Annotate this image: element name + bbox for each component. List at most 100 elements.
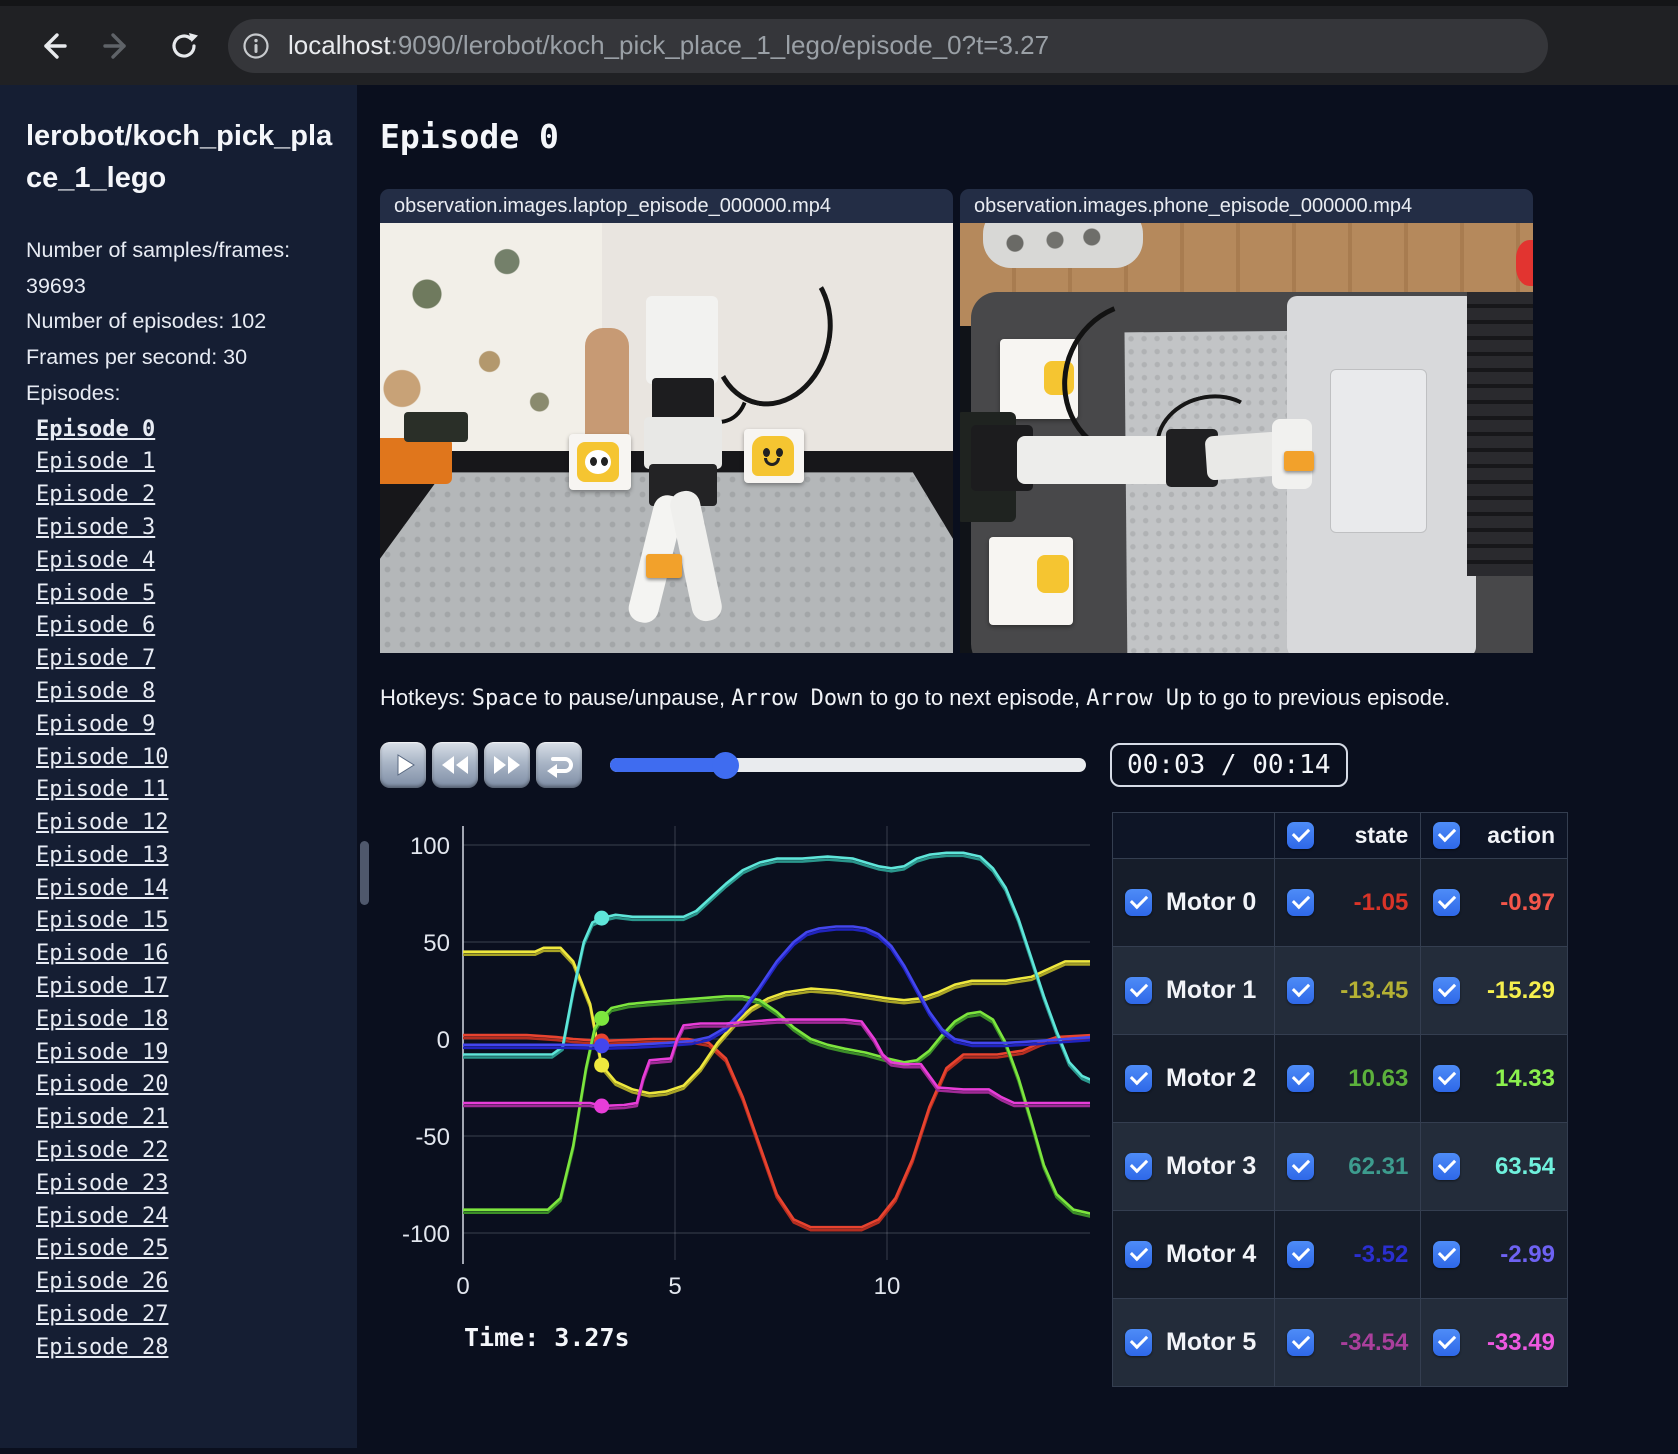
red-object	[1515, 240, 1533, 287]
video-label-laptop: observation.images.laptop_episode_000000…	[380, 189, 953, 223]
url-text[interactable]: localhost:9090/lerobot/koch_pick_place_1…	[288, 30, 1049, 61]
play-button[interactable]	[380, 742, 426, 788]
slider-thumb[interactable]	[712, 752, 740, 779]
motor-checkbox[interactable]	[1125, 1153, 1152, 1180]
episode-link-episode-21[interactable]: Episode 21	[36, 1105, 169, 1131]
action-value: 14.33	[1494, 1064, 1555, 1092]
episode-link-episode-4[interactable]: Episode 4	[36, 547, 156, 573]
episode-link-episode-16[interactable]: Episode 16	[36, 941, 169, 967]
scrollbar-thumb[interactable]	[360, 841, 369, 905]
state-checkbox[interactable]	[1286, 1241, 1314, 1268]
action-checkbox[interactable]	[1433, 1241, 1461, 1268]
episode-link-episode-27[interactable]: Episode 27	[36, 1302, 169, 1328]
hotkey-text: to go to next episode,	[863, 685, 1087, 710]
action-checkbox[interactable]	[1433, 1153, 1461, 1180]
series-state-motor-2	[463, 998, 1090, 1218]
forward-icon[interactable]	[96, 24, 140, 68]
motor-row-1: Motor 1 -13.45 -15.29	[1112, 946, 1568, 1035]
action-checkbox[interactable]	[1433, 1329, 1461, 1356]
time-display: 00:03 / 00:14	[1110, 743, 1348, 787]
episode-link-episode-11[interactable]: Episode 11	[36, 777, 169, 803]
electronics-board	[404, 412, 468, 443]
episode-link-episode-1[interactable]: Episode 1	[36, 449, 156, 475]
episode-link-episode-26[interactable]: Episode 26	[36, 1269, 169, 1295]
video-player-phone[interactable]	[960, 223, 1533, 653]
episode-link-episode-9[interactable]: Episode 9	[36, 711, 156, 737]
episode-link-episode-14[interactable]: Episode 14	[36, 875, 169, 901]
motor-checkbox[interactable]	[1125, 1329, 1152, 1356]
episode-link-episode-24[interactable]: Episode 24	[36, 1203, 169, 1229]
emoji-box-bottom	[988, 536, 1073, 625]
episode-link-episode-13[interactable]: Episode 13	[36, 842, 169, 868]
url-bar[interactable]: localhost:9090/lerobot/koch_pick_place_1…	[228, 18, 1548, 73]
series-action-motor-5	[463, 1018, 1090, 1108]
episode-link-episode-23[interactable]: Episode 23	[36, 1170, 169, 1196]
episode-link-episode-18[interactable]: Episode 18	[36, 1006, 169, 1032]
action-checkbox[interactable]	[1433, 1065, 1461, 1092]
state-checkbox[interactable]	[1286, 889, 1314, 916]
table-header-row: state action	[1112, 812, 1568, 859]
action-column-checkbox[interactable]	[1433, 822, 1461, 849]
fast-forward-button[interactable]	[484, 742, 530, 788]
episode-link-episode-28[interactable]: Episode 28	[36, 1334, 169, 1360]
state-checkbox[interactable]	[1286, 1329, 1314, 1356]
x-tick-label: 0	[456, 1273, 469, 1300]
motor-checkbox[interactable]	[1125, 1241, 1152, 1268]
video-player-laptop[interactable]	[380, 223, 953, 653]
rewind-button[interactable]	[432, 742, 478, 788]
x-tick-label: 5	[668, 1273, 681, 1300]
fps-info: Frames per second: 30	[26, 345, 248, 370]
browser-toolbar: localhost:9090/lerobot/koch_pick_place_1…	[0, 0, 1678, 85]
episode-link-episode-10[interactable]: Episode 10	[36, 744, 169, 770]
state-checkbox[interactable]	[1286, 1153, 1314, 1180]
state-value: -13.45	[1340, 976, 1409, 1004]
state-checkbox[interactable]	[1286, 1065, 1314, 1092]
orange-lego-brick	[1283, 450, 1314, 471]
video-label-phone: observation.images.phone_episode_000000.…	[960, 189, 1533, 223]
back-icon[interactable]	[30, 24, 74, 68]
episode-link-episode-12[interactable]: Episode 12	[36, 810, 169, 836]
state-column-checkbox[interactable]	[1286, 822, 1314, 849]
motor-checkbox[interactable]	[1125, 977, 1152, 1004]
hotkey-key: Space	[471, 686, 538, 711]
time-readout: Time: 3.27s	[464, 1323, 630, 1352]
episode-link-episode-25[interactable]: Episode 25	[36, 1236, 169, 1262]
action-checkbox[interactable]	[1433, 977, 1461, 1004]
smiley-sticker	[751, 436, 794, 477]
current-time-dot-motor-1	[594, 1057, 610, 1073]
state-checkbox[interactable]	[1286, 977, 1314, 1004]
smiley-eye	[762, 448, 770, 458]
episode-link-episode-22[interactable]: Episode 22	[36, 1138, 169, 1164]
episode-link-episode-8[interactable]: Episode 8	[36, 678, 156, 704]
episode-link-episode-6[interactable]: Episode 6	[36, 613, 156, 639]
current-time-dot-motor-4	[594, 1038, 610, 1054]
robot-arm-base	[646, 296, 719, 385]
motor-checkbox[interactable]	[1125, 889, 1152, 916]
motor-checkbox[interactable]	[1125, 1065, 1152, 1092]
episode-link-episode-3[interactable]: Episode 3	[36, 514, 156, 540]
slider-fill	[610, 758, 726, 772]
hotkey-text: to go to previous episode.	[1192, 685, 1451, 710]
episode-link-episode-5[interactable]: Episode 5	[36, 580, 156, 606]
robot-motor	[652, 377, 715, 424]
reload-icon[interactable]	[162, 24, 206, 68]
seek-slider[interactable]	[610, 752, 1086, 779]
orange-device	[380, 438, 452, 484]
episode-link-episode-7[interactable]: Episode 7	[36, 646, 156, 672]
episode-link-episode-20[interactable]: Episode 20	[36, 1072, 169, 1098]
episode-link-episode-0[interactable]: Episode 0	[36, 416, 156, 442]
sneaker	[982, 223, 1143, 268]
episode-link-episode-15[interactable]: Episode 15	[36, 908, 169, 934]
episode-link-episode-2[interactable]: Episode 2	[36, 482, 156, 508]
action-checkbox[interactable]	[1433, 889, 1461, 916]
action-column-label: action	[1487, 822, 1555, 848]
episode-link-episode-17[interactable]: Episode 17	[36, 974, 169, 1000]
page-title: Episode 0	[380, 117, 559, 156]
state-value: 10.63	[1348, 1064, 1409, 1092]
episodes-label: Episodes:	[26, 380, 121, 405]
episode-link-episode-19[interactable]: Episode 19	[36, 1039, 169, 1065]
action-value: -0.97	[1500, 888, 1555, 916]
info-icon[interactable]	[236, 26, 276, 66]
loop-button[interactable]	[536, 742, 582, 788]
